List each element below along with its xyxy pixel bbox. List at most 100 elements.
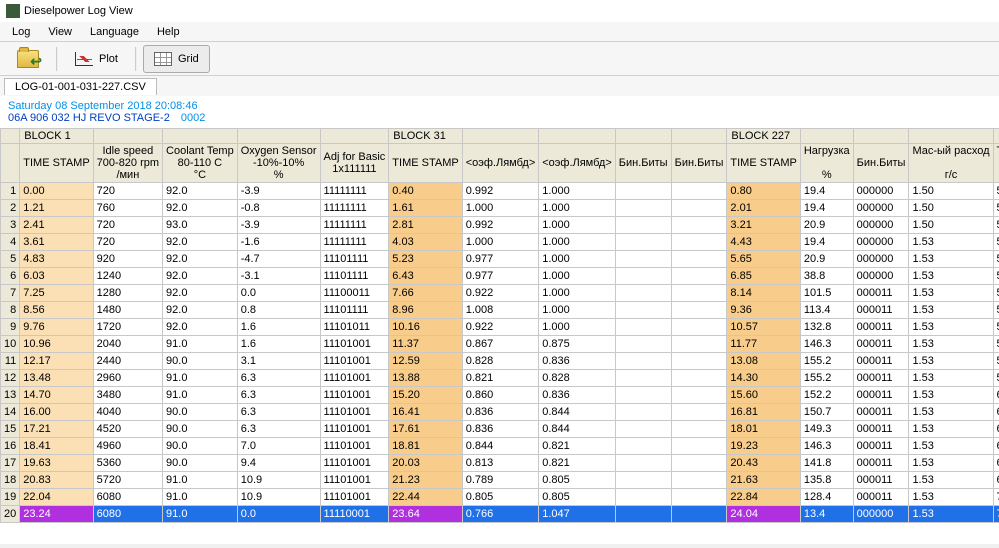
cell[interactable]: 90.0 [163,421,238,438]
cell[interactable]: 1.000 [539,285,616,302]
row-number[interactable]: 4 [1,234,20,251]
column-header[interactable]: Нагрузка% [800,144,853,183]
block-header[interactable]: BLOCK 227 [727,129,800,144]
cell[interactable]: 000011 [853,336,909,353]
cell[interactable]: 21.23 [389,472,462,489]
cell[interactable]: 14.70 [20,387,93,404]
cell[interactable]: 13.88 [389,370,462,387]
row-number[interactable]: 15 [1,421,20,438]
cell[interactable]: 20.43 [727,455,800,472]
cell[interactable]: 710.0 [993,506,999,523]
cell[interactable]: 101.5 [800,285,853,302]
cell[interactable]: 0.844 [539,404,616,421]
cell[interactable]: 91.0 [163,472,238,489]
cell[interactable] [615,438,671,455]
cell[interactable] [615,336,671,353]
cell[interactable]: 150.7 [800,404,853,421]
cell[interactable]: 555.0 [993,200,999,217]
cell[interactable] [615,489,671,506]
menu-log[interactable]: Log [4,24,38,40]
cell[interactable] [671,234,727,251]
row-number[interactable]: 20 [1,506,20,523]
cell[interactable]: 0.805 [539,472,616,489]
table-row[interactable]: 88.56148092.00.8111011118.961.0081.0009.… [1,302,999,319]
table-row[interactable]: 21.2176092.0-0.8111111111.611.0001.0002.… [1,200,999,217]
cell[interactable]: 21.63 [727,472,800,489]
column-header[interactable] [539,129,616,144]
column-header[interactable] [1,144,20,183]
cell[interactable]: 1280 [93,285,162,302]
cell[interactable]: 9.4 [237,455,320,472]
cell[interactable]: 1.53 [909,455,993,472]
cell[interactable]: 545.0 [993,285,999,302]
cell[interactable]: 15.60 [727,387,800,404]
cell[interactable]: 1.000 [539,251,616,268]
cell[interactable]: 5720 [93,472,162,489]
cell[interactable]: 92.0 [163,302,238,319]
cell[interactable]: -4.7 [237,251,320,268]
row-number[interactable]: 8 [1,302,20,319]
cell[interactable] [615,421,671,438]
cell[interactable] [615,506,671,523]
cell[interactable]: 13.4 [800,506,853,523]
cell[interactable]: 38.8 [800,268,853,285]
cell[interactable]: 10.16 [389,319,462,336]
row-number[interactable]: 16 [1,438,20,455]
cell[interactable] [615,234,671,251]
cell[interactable]: 2440 [93,353,162,370]
cell[interactable]: 000011 [853,421,909,438]
column-header[interactable] [853,129,909,144]
cell[interactable]: 19.63 [20,455,93,472]
cell[interactable]: 20.9 [800,217,853,234]
cell[interactable]: 19.4 [800,234,853,251]
cell[interactable]: 1.000 [539,319,616,336]
cell[interactable]: 11101001 [320,387,389,404]
cell[interactable]: 0.766 [462,506,539,523]
cell[interactable]: 17.21 [20,421,93,438]
cell[interactable]: 149.3 [800,421,853,438]
cell[interactable]: 550.0 [993,268,999,285]
cell[interactable]: 18.01 [727,421,800,438]
cell[interactable]: 11111111 [320,217,389,234]
cell[interactable]: 690.0 [993,472,999,489]
column-header[interactable] [615,129,671,144]
cell[interactable]: 92.0 [163,268,238,285]
cell[interactable]: 660.0 [993,438,999,455]
cell[interactable]: 000011 [853,370,909,387]
column-header[interactable]: Oxygen Sensor-10%-10%% [237,144,320,183]
cell[interactable]: 113.4 [800,302,853,319]
cell[interactable]: 4040 [93,404,162,421]
cell[interactable]: 8.96 [389,302,462,319]
block-header[interactable]: BLOCK 31 [389,129,462,144]
cell[interactable]: 20.03 [389,455,462,472]
cell[interactable] [671,285,727,302]
column-header[interactable]: Мас-ый расходг/с [909,144,993,183]
cell[interactable]: 1.50 [909,200,993,217]
cell[interactable]: 92.0 [163,234,238,251]
row-number[interactable]: 5 [1,251,20,268]
cell[interactable]: 2.01 [727,200,800,217]
cell[interactable]: 93.0 [163,217,238,234]
cell[interactable]: 91.0 [163,506,238,523]
cell[interactable]: 1.53 [909,285,993,302]
column-header[interactable]: TIME STAMP [727,144,800,183]
cell[interactable]: 11101001 [320,404,389,421]
cell[interactable]: 11101001 [320,472,389,489]
row-number[interactable]: 9 [1,319,20,336]
cell[interactable] [671,319,727,336]
cell[interactable]: 6.85 [727,268,800,285]
cell[interactable]: 705.0 [993,489,999,506]
cell[interactable]: 19.23 [727,438,800,455]
cell[interactable]: 90.0 [163,353,238,370]
cell[interactable]: 9.36 [727,302,800,319]
cell[interactable]: 550.0 [993,251,999,268]
cell[interactable]: 0.836 [539,387,616,404]
cell[interactable]: 000000 [853,234,909,251]
cell[interactable]: 11.37 [389,336,462,353]
cell[interactable]: 6.3 [237,421,320,438]
cell[interactable]: 1.000 [539,302,616,319]
cell[interactable]: 550.0 [993,234,999,251]
cell[interactable] [615,404,671,421]
cell[interactable]: 16.00 [20,404,93,421]
cell[interactable]: 1.53 [909,489,993,506]
